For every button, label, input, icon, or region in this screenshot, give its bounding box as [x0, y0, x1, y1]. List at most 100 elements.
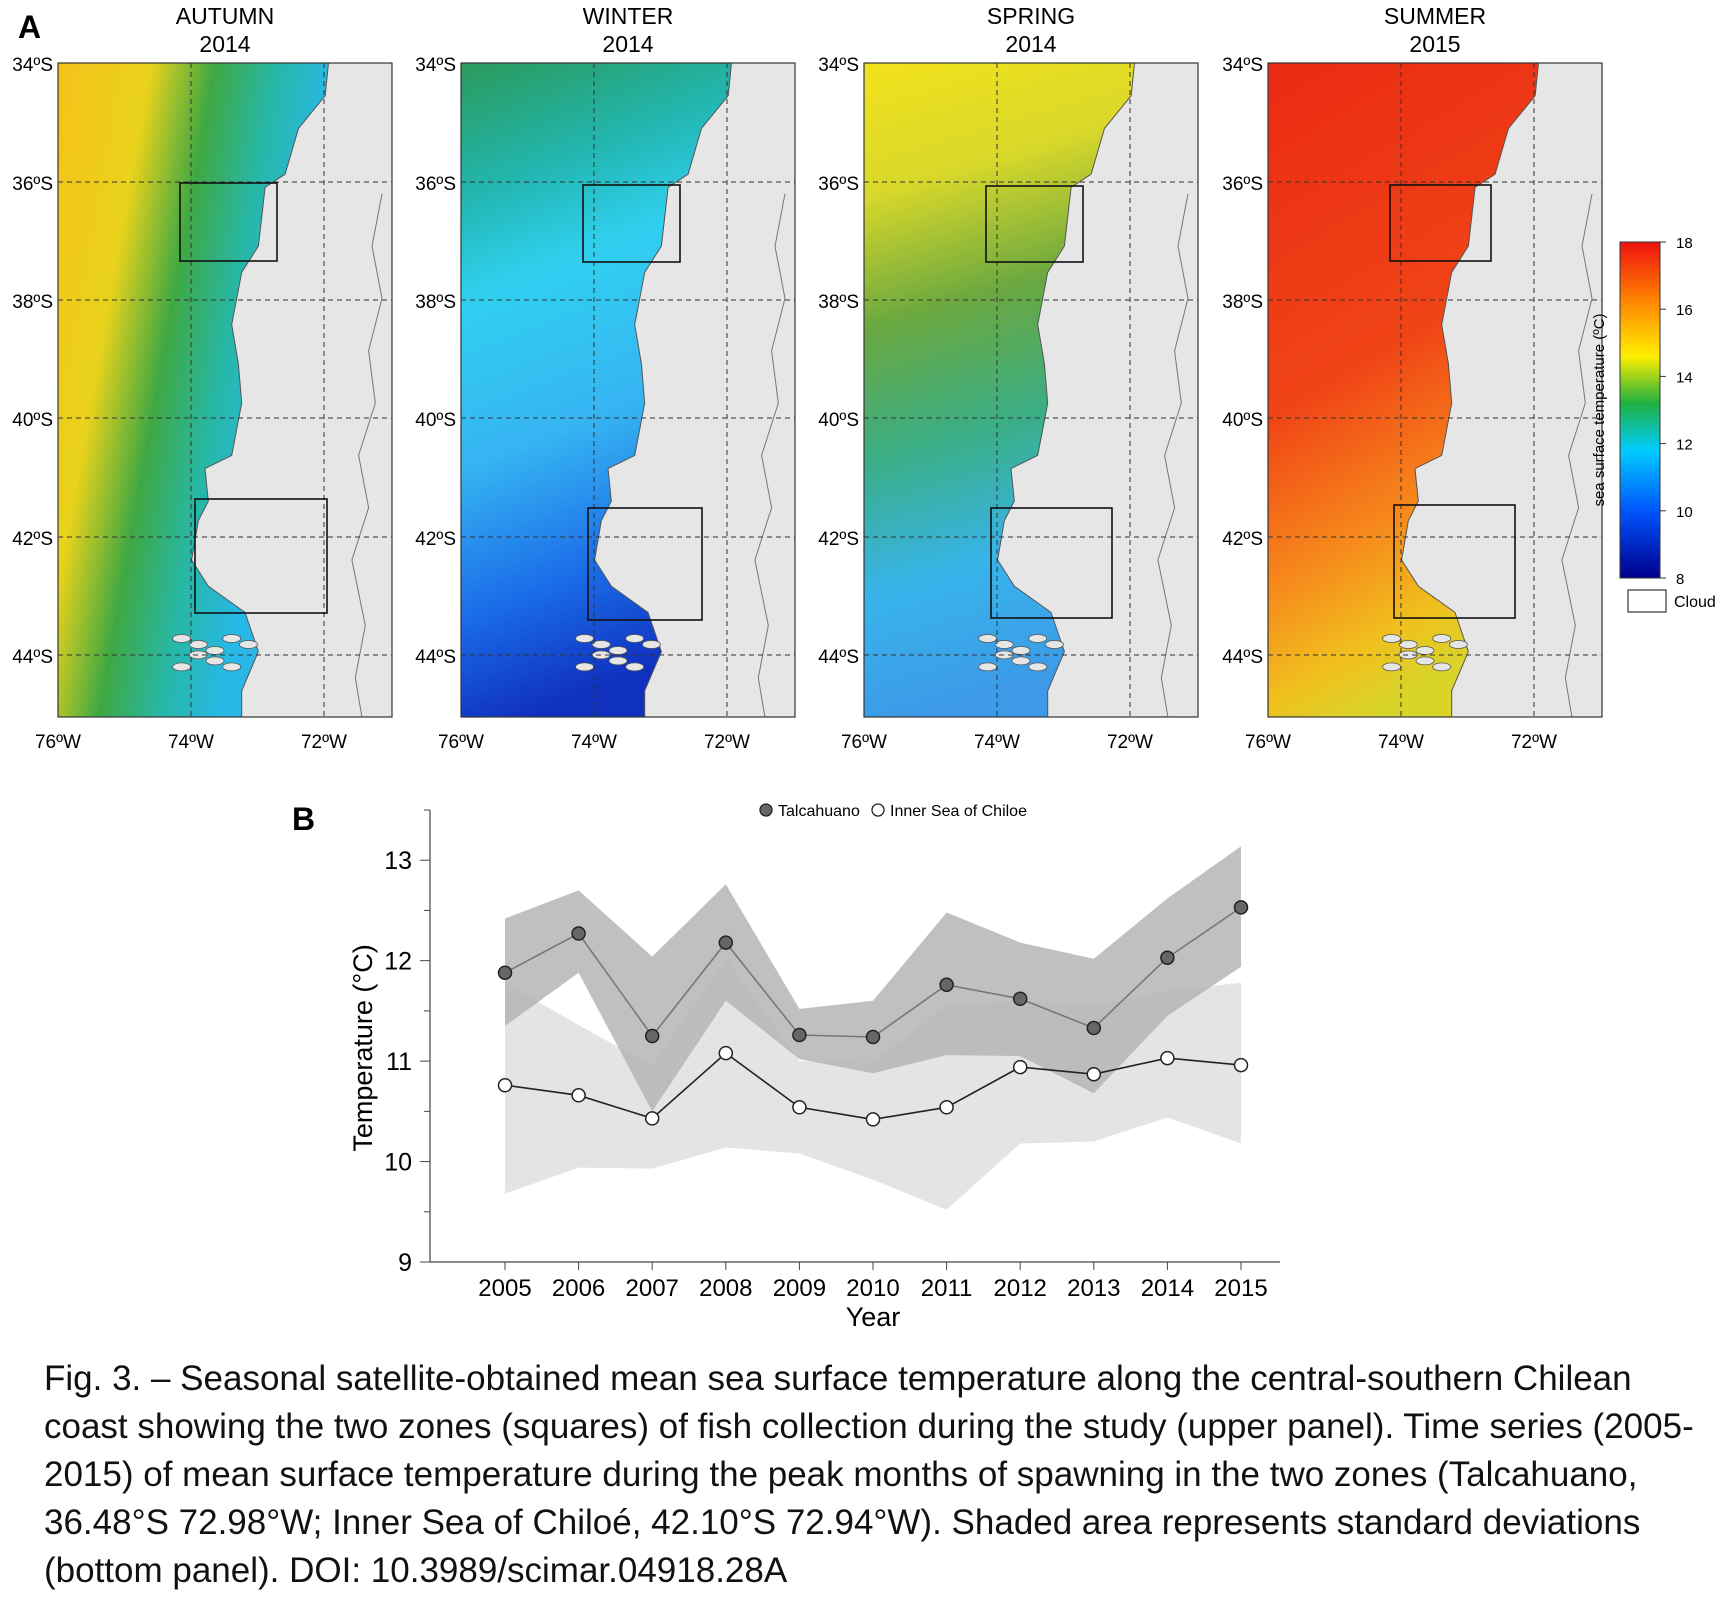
island	[1011, 656, 1031, 666]
island	[1028, 662, 1048, 672]
island	[1415, 646, 1435, 655]
x-tick-label: 2005	[478, 1275, 531, 1302]
chiloe-data-point	[865, 1112, 881, 1127]
longitude-label: 72ºW	[1511, 732, 1557, 753]
longitude-label: 76ºW	[438, 732, 484, 753]
latitude-label: 42ºS	[415, 529, 456, 550]
longitude-label: 76ºW	[35, 732, 81, 753]
island	[222, 662, 242, 672]
y-axis-label: Temperature (°C)	[348, 944, 378, 1151]
latitude-label: 40ºS	[1222, 410, 1263, 431]
colorbar-tick-label: 18	[1676, 235, 1693, 252]
latitude-label: 34ºS	[1222, 55, 1263, 76]
island	[222, 634, 242, 643]
country-border	[351, 193, 383, 718]
longitude-label: 72ºW	[1107, 732, 1153, 753]
latitude-label: 44ºS	[1222, 647, 1263, 668]
island	[591, 650, 611, 660]
colorbar-gradient	[1619, 241, 1661, 579]
legend-label-chiloe: Inner Sea of Chiloe	[890, 803, 1027, 820]
map-frame	[57, 62, 393, 718]
longitude-label: 76ºW	[1245, 732, 1291, 753]
latitude-label: 38ºS	[415, 292, 456, 313]
latitude-label: 42ºS	[1222, 529, 1263, 550]
island	[994, 640, 1014, 649]
longitude-label: 72ºW	[704, 732, 750, 753]
chiloe-data-point	[718, 1045, 734, 1061]
map-season-title: AUTUMN	[176, 3, 274, 29]
island	[591, 640, 611, 649]
sampling-zone-box	[587, 507, 703, 621]
island	[994, 650, 1014, 660]
chiloe-data-point	[1012, 1059, 1028, 1075]
latitude-label: 44ºS	[12, 647, 53, 668]
talcahuano-data-point	[939, 977, 954, 993]
latitude-label: 42ºS	[818, 529, 859, 550]
map-frame	[863, 62, 1199, 718]
island	[1382, 662, 1401, 672]
island	[1011, 646, 1031, 655]
talcahuano-data-point	[865, 1029, 881, 1045]
land-mass	[191, 62, 393, 718]
land-mass	[997, 62, 1199, 718]
chiloe-data-point	[1233, 1057, 1249, 1073]
latitude-label: 40ºS	[12, 410, 53, 431]
talcahuano-data-point	[792, 1027, 807, 1043]
y-tick-label: 10	[384, 1149, 412, 1177]
colorbar-title: sea surface temperature (ºC)	[1591, 313, 1608, 506]
x-tick-label: 2015	[1214, 1275, 1267, 1302]
colorbar-tick-label: 8	[1676, 571, 1684, 588]
map-year-title: 2014	[602, 31, 653, 57]
sampling-zone-box	[1389, 184, 1492, 262]
latitude-label: 34ºS	[415, 55, 456, 76]
island	[188, 640, 208, 649]
island	[642, 640, 661, 649]
island	[625, 634, 645, 643]
island	[575, 634, 594, 643]
x-tick-label: 2010	[846, 1275, 899, 1302]
latitude-label: 40ºS	[415, 410, 456, 431]
map-season-title: SPRING	[987, 3, 1075, 29]
latitude-label: 44ºS	[415, 647, 456, 668]
latitude-label: 40ºS	[818, 410, 859, 431]
land-mass	[594, 62, 796, 718]
map-year-title: 2014	[199, 31, 250, 57]
x-tick-label: 2008	[699, 1275, 752, 1302]
x-tick-label: 2006	[552, 1275, 605, 1302]
country-border	[1561, 193, 1593, 718]
island	[1449, 640, 1468, 649]
island	[1432, 634, 1452, 643]
x-tick-label: 2013	[1067, 1275, 1120, 1302]
longitude-label: 72ºW	[301, 732, 347, 753]
x-tick-label: 2014	[1141, 1275, 1194, 1302]
island	[1415, 656, 1435, 666]
latitude-label: 38ºS	[12, 292, 53, 313]
colorbar-tick-label: 16	[1676, 302, 1693, 319]
colorbar-tick-label: 10	[1676, 504, 1693, 521]
island	[575, 662, 594, 672]
chiloe-data-point	[1086, 1066, 1102, 1082]
longitude-label: 76ºW	[841, 732, 887, 753]
chiloe-data-point	[644, 1111, 660, 1126]
y-tick-label: 9	[398, 1249, 412, 1277]
sampling-zone-box	[1393, 504, 1516, 619]
island	[608, 646, 628, 655]
talcahuano-data-point	[571, 926, 586, 941]
latitude-label: 34ºS	[12, 55, 53, 76]
island	[608, 656, 628, 666]
talcahuano-data-point	[1233, 900, 1249, 915]
cloud-legend-swatch	[1627, 589, 1667, 613]
chiloe-data-point	[792, 1100, 807, 1115]
talcahuano-data-point	[497, 965, 513, 980]
map-season-title: WINTER	[583, 3, 674, 29]
legend-label-talcahuano: Talcahuano	[778, 803, 860, 820]
talcahuano-sd-band	[505, 846, 1241, 1112]
latitude-label: 44ºS	[818, 647, 859, 668]
country-border	[754, 193, 786, 718]
latitude-label: 38ºS	[818, 292, 859, 313]
cloud-legend-label: Cloud	[1674, 594, 1716, 611]
island	[625, 662, 645, 672]
